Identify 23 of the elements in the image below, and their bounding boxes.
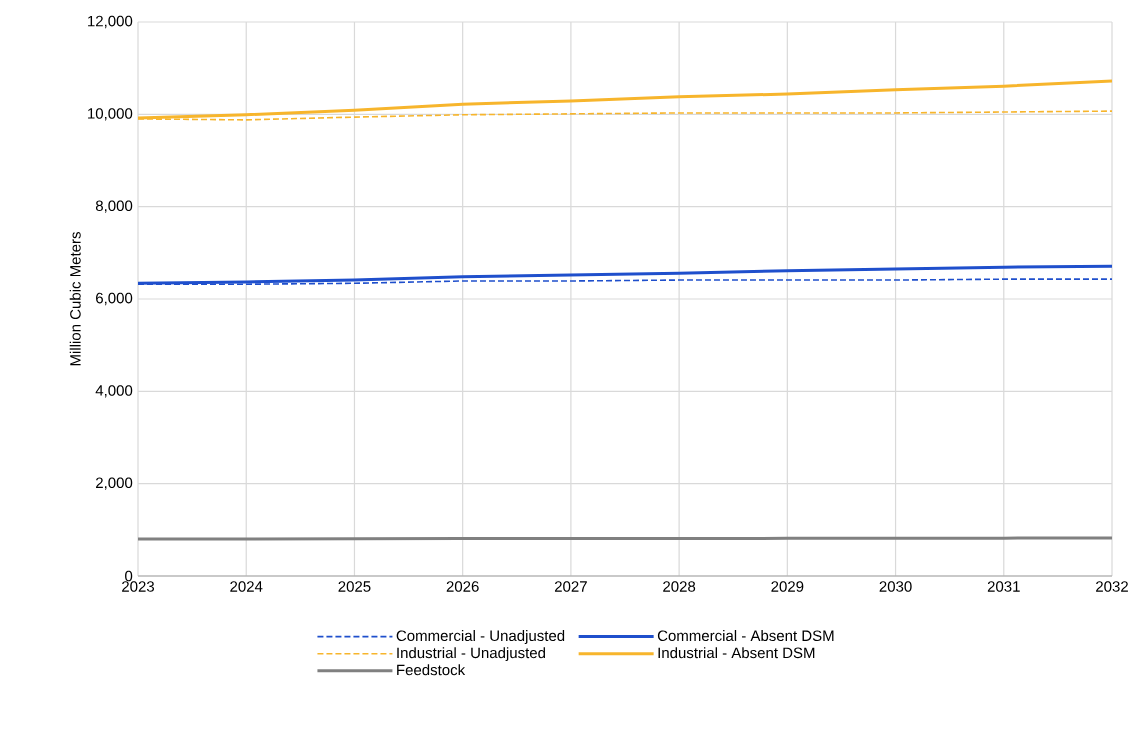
x-tick-label: 2032 [1096,581,1128,592]
legend-label: Industrial - Unadjusted [397,647,546,662]
y-tick-label: 2,000 [96,477,133,490]
legend-label: Industrial - Absent DSM [658,647,815,659]
x-tick-label: 2029 [771,581,804,592]
x-tick-label: 2031 [987,581,1020,592]
x-tick-label: 2028 [663,581,696,592]
y-tick-label: 10,000 [88,108,133,121]
legend-label: Commercial - Unadjusted [396,630,565,645]
legend-label: Feedstock [397,664,466,676]
y-axis-title: Million Cubic Meters [69,232,81,366]
x-tick-label: 2025 [338,581,371,592]
y-tick-label: 12,000 [88,15,133,29]
x-tick-label: 2023 [122,581,155,592]
y-tick-label: 0 [125,570,133,582]
y-tick-label: 8,000 [95,200,133,213]
x-tick-label: 2026 [446,581,479,592]
y-tick-label: 6,000 [96,292,133,306]
y-tick-label: 4,000 [95,385,133,398]
x-tick-label: 2027 [554,581,587,592]
x-tick-label: 2024 [230,581,263,592]
legend-label: Commercial - Absent DSM [657,630,834,642]
x-tick-label: 2030 [879,581,912,592]
